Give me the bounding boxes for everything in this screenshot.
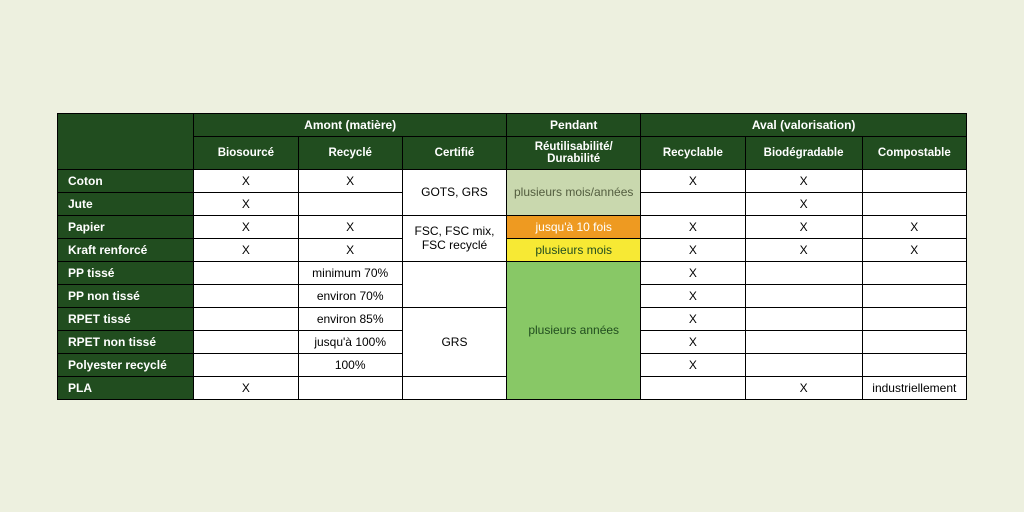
row-label: Jute xyxy=(58,192,194,215)
col-recyclable: Recyclable xyxy=(641,136,745,169)
cert-pla xyxy=(402,376,506,399)
col-reutil: Réutilisabilité/ Durabilité xyxy=(507,136,641,169)
table-row: Coton X X GOTS, GRS plusieurs mois/année… xyxy=(58,169,967,192)
row-label: Kraft renforcé xyxy=(58,238,194,261)
cert-pp xyxy=(402,261,506,307)
reuse-synth: plusieurs années xyxy=(507,261,641,399)
table-row: PP tissé minimum 70% plusieurs années X xyxy=(58,261,967,284)
row-label: RPET non tissé xyxy=(58,330,194,353)
row-label: Polyester recyclé xyxy=(58,353,194,376)
row-label: PP non tissé xyxy=(58,284,194,307)
row-label: PP tissé xyxy=(58,261,194,284)
row-label: PLA xyxy=(58,376,194,399)
reuse-papier: jusqu'à 10 fois xyxy=(507,215,641,238)
group-aval: Aval (valorisation) xyxy=(641,113,967,136)
group-amont: Amont (matière) xyxy=(194,113,507,136)
group-pendant: Pendant xyxy=(507,113,641,136)
row-label: RPET tissé xyxy=(58,307,194,330)
materials-table: Amont (matière) Pendant Aval (valorisati… xyxy=(57,113,967,400)
table-row: Papier X X FSC, FSC mix, FSC recyclé jus… xyxy=(58,215,967,238)
reuse-kraft: plusieurs mois xyxy=(507,238,641,261)
row-label: Papier xyxy=(58,215,194,238)
cert-rpet: GRS xyxy=(402,307,506,376)
col-certifie: Certifié xyxy=(402,136,506,169)
header-corner xyxy=(58,113,194,169)
col-recycle: Recyclé xyxy=(298,136,402,169)
cert-coton-jute: GOTS, GRS xyxy=(402,169,506,215)
table-row: Kraft renforcé X X plusieurs mois X X X xyxy=(58,238,967,261)
cert-papier-kraft: FSC, FSC mix, FSC recyclé xyxy=(402,215,506,261)
col-biodeg: Biodégradable xyxy=(745,136,862,169)
row-label: Coton xyxy=(58,169,194,192)
col-compost: Compostable xyxy=(862,136,966,169)
reuse-coton-jute: plusieurs mois/années xyxy=(507,169,641,215)
col-biosource: Biosourcé xyxy=(194,136,298,169)
